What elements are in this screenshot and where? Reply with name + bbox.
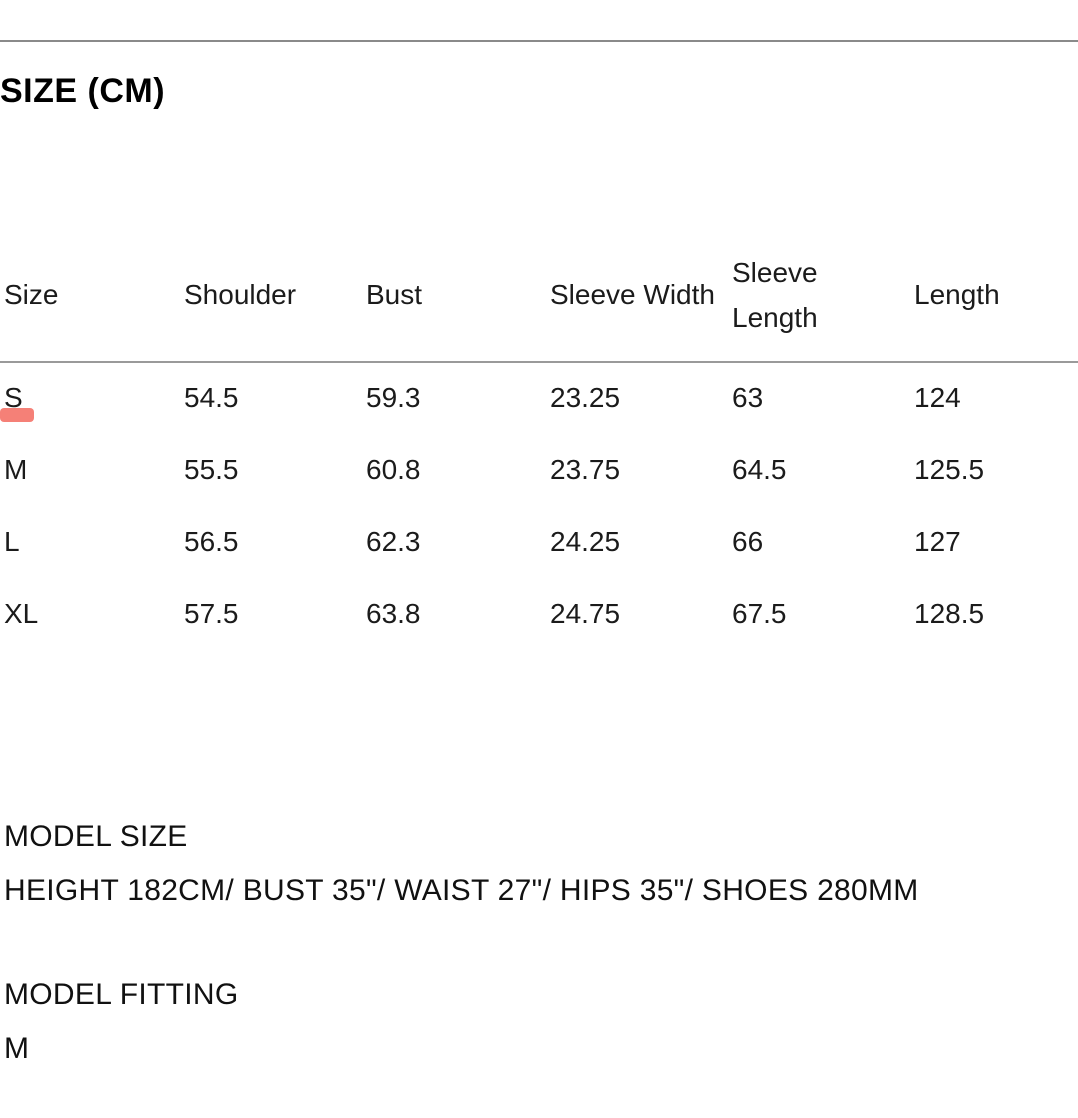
table-row: L 56.5 62.3 24.25 66 127	[0, 506, 1078, 578]
cell-shoulder: 55.5	[180, 434, 362, 506]
model-fitting-section: MODEL FITTING M	[4, 968, 1078, 1076]
model-fitting-label: MODEL FITTING	[4, 968, 1078, 1022]
col-header-size: Size	[0, 241, 180, 362]
cell-sleeve-width: 24.75	[546, 578, 728, 650]
cell-sleeve-width: 23.75	[546, 434, 728, 506]
cell-length: 127	[910, 506, 1078, 578]
col-header-length: Length	[910, 241, 1078, 362]
col-header-shoulder: Shoulder	[180, 241, 362, 362]
model-size-section: MODEL SIZE HEIGHT 182CM/ BUST 35"/ WAIST…	[4, 810, 1078, 918]
model-size-label: MODEL SIZE	[4, 810, 1078, 864]
cell-shoulder: 56.5	[180, 506, 362, 578]
cell-sleeve-length: 67.5	[728, 578, 910, 650]
cell-sleeve-length: 63	[728, 362, 910, 434]
cell-size: XL	[0, 578, 180, 650]
cell-size: L	[0, 506, 180, 578]
cell-size: M	[0, 434, 180, 506]
cell-bust: 59.3	[362, 362, 546, 434]
table-row: XL 57.5 63.8 24.75 67.5 128.5	[0, 578, 1078, 650]
cell-bust: 63.8	[362, 578, 546, 650]
cell-sleeve-length: 64.5	[728, 434, 910, 506]
top-divider	[0, 40, 1078, 42]
cell-bust: 62.3	[362, 506, 546, 578]
cell-length: 125.5	[910, 434, 1078, 506]
table-row: S 54.5 59.3 23.25 63 124	[0, 362, 1078, 434]
cell-length: 124	[910, 362, 1078, 434]
page-title: SIZE (CM)	[0, 72, 1078, 111]
cell-length: 128.5	[910, 578, 1078, 650]
col-header-sleeve-length-text: SleeveLength	[732, 257, 818, 333]
size-table-container: Size Shoulder Bust Sleeve Width SleeveLe…	[0, 241, 1078, 650]
cell-sleeve-width: 23.25	[546, 362, 728, 434]
size-table: Size Shoulder Bust Sleeve Width SleeveLe…	[0, 241, 1078, 650]
cell-shoulder: 54.5	[180, 362, 362, 434]
table-header-row: Size Shoulder Bust Sleeve Width SleeveLe…	[0, 241, 1078, 362]
cell-bust: 60.8	[362, 434, 546, 506]
model-fitting-value: M	[4, 1022, 1078, 1076]
table-row: M 55.5 60.8 23.75 64.5 125.5	[0, 434, 1078, 506]
model-size-value: HEIGHT 182CM/ BUST 35"/ WAIST 27"/ HIPS …	[4, 864, 1078, 918]
cell-sleeve-length: 66	[728, 506, 910, 578]
highlight-marker	[0, 408, 34, 422]
cell-size: S	[0, 362, 180, 434]
cell-shoulder: 57.5	[180, 578, 362, 650]
model-info: MODEL SIZE HEIGHT 182CM/ BUST 35"/ WAIST…	[0, 810, 1078, 1076]
col-header-sleeve-length: SleeveLength	[728, 241, 910, 362]
col-header-sleeve-width: Sleeve Width	[546, 241, 728, 362]
col-header-bust: Bust	[362, 241, 546, 362]
cell-sleeve-width: 24.25	[546, 506, 728, 578]
